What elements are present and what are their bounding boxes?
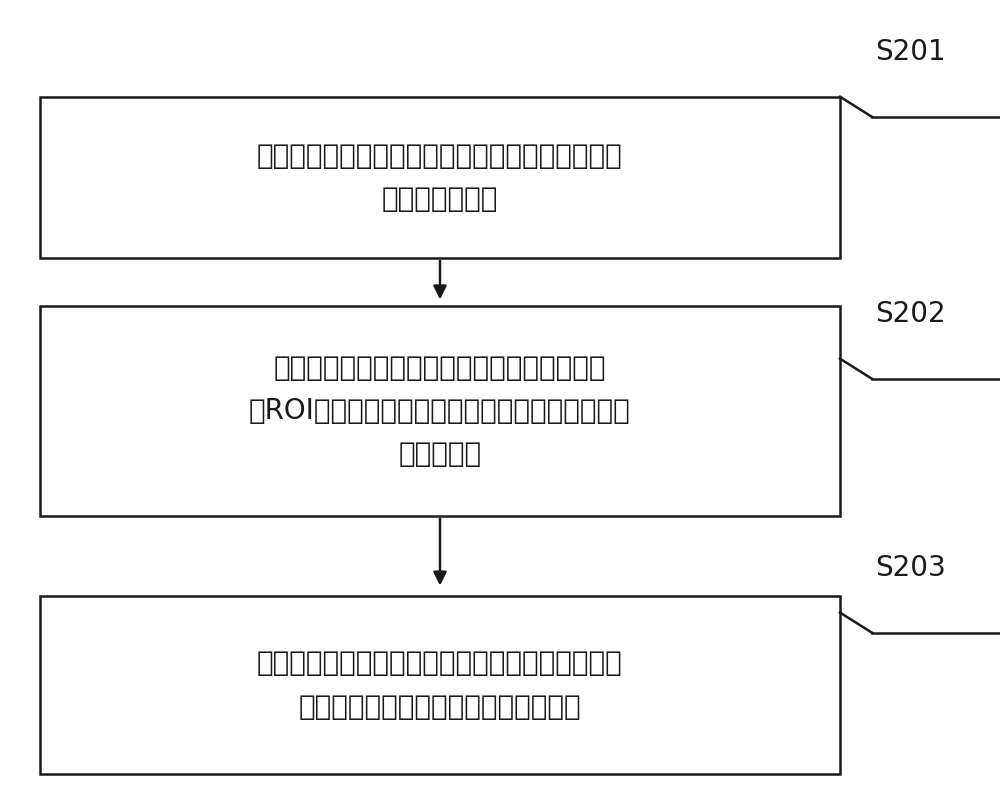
Text: 通过检测分割网络进行目标框的分类和回归，由掩
模分支对目标对象进行像素级别的分割: 通过检测分割网络进行目标框的分类和回归，由掩 模分支对目标对象进行像素级别的分割 [257,650,623,721]
Text: 通过区域建议网络在特征图上生成感兴趣区域
（ROI），并将感兴趣区域的位置特征池化为固定
尺寸的特征: 通过区域建议网络在特征图上生成感兴趣区域 （ROI），并将感兴趣区域的位置特征池… [249,354,631,468]
Text: S203: S203 [875,555,946,582]
Text: S202: S202 [875,301,946,328]
Bar [40,97,840,258]
Bar [40,596,840,774]
Bar [40,306,840,516]
Text: S201: S201 [875,39,946,66]
Text: 在多层特征提取网络的基础上融合边缘检测分支形
成特征提取网络: 在多层特征提取网络的基础上融合边缘检测分支形 成特征提取网络 [257,142,623,213]
